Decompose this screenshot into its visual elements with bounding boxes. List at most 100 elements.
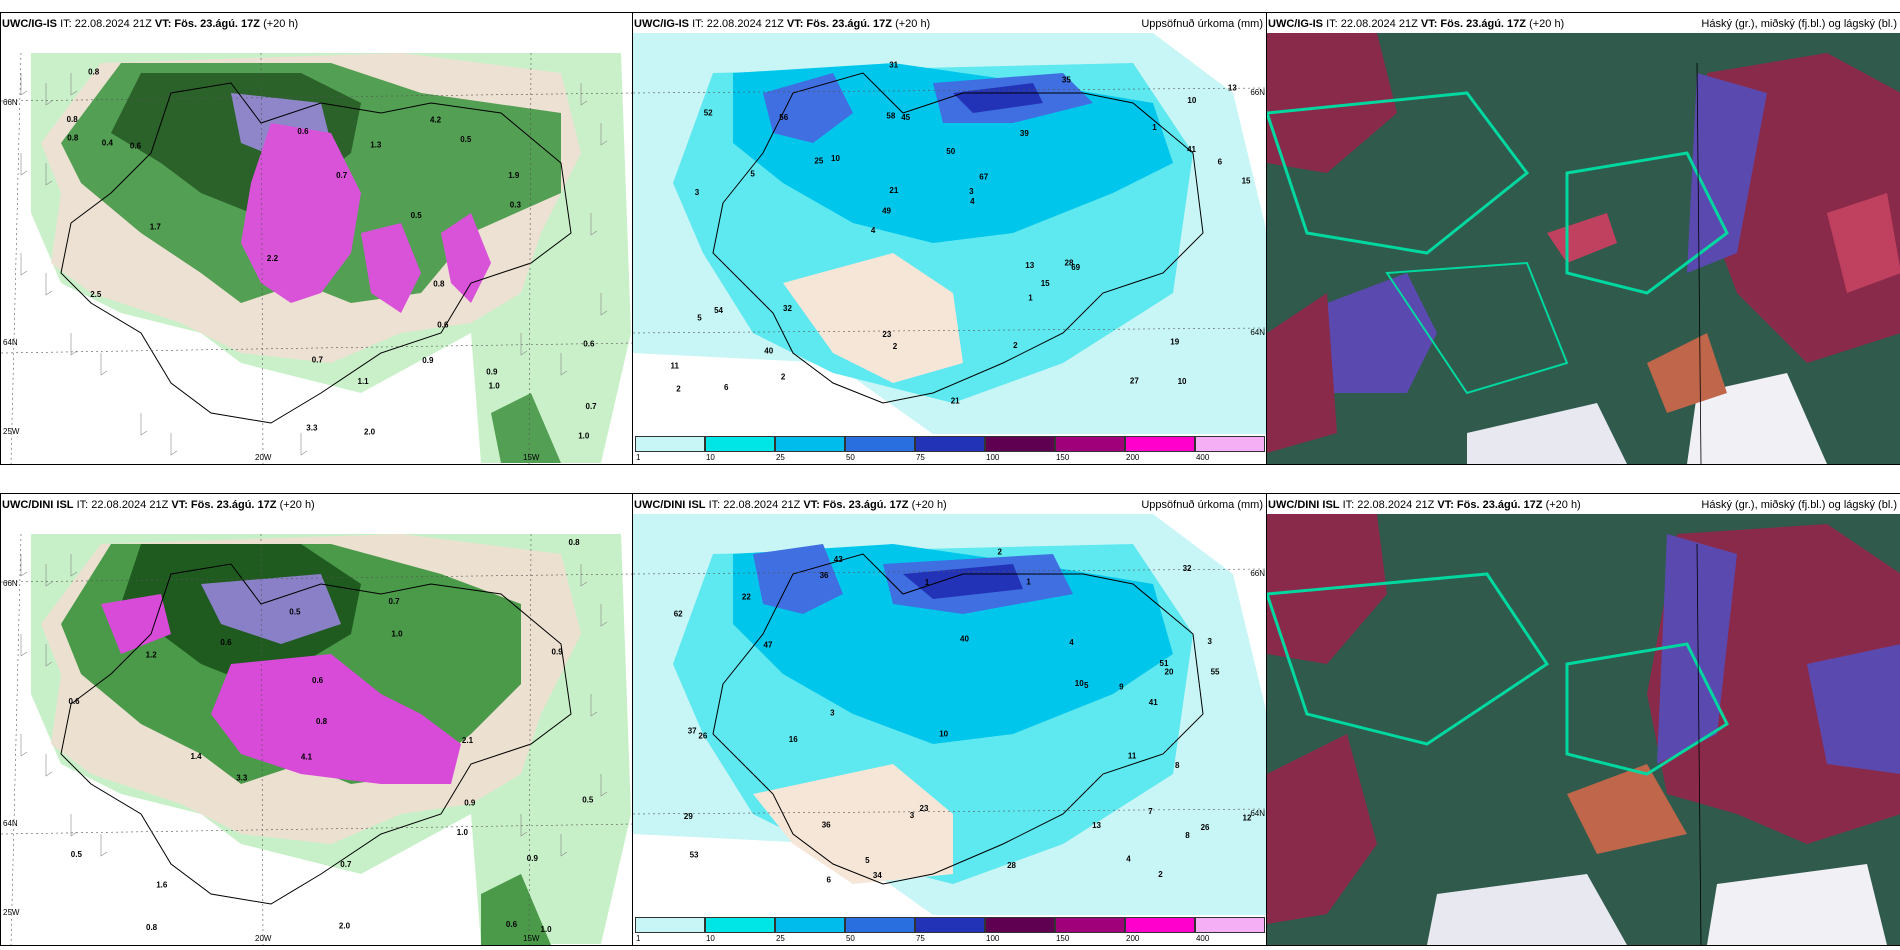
value-label: 9 xyxy=(1119,683,1124,692)
colorbar-tick: 150 xyxy=(1055,934,1070,943)
colorbar-swatch xyxy=(774,436,845,452)
value-label: 4.1 xyxy=(301,753,313,762)
value-label: 5 xyxy=(865,856,870,865)
value-label: 13 xyxy=(1092,821,1101,830)
value-label: 0.8 xyxy=(67,115,79,124)
value-label: 69 xyxy=(1071,263,1080,272)
value-label: 3 xyxy=(1208,637,1213,646)
value-label: 1.3 xyxy=(370,141,382,150)
value-label: 0.9 xyxy=(422,356,434,365)
colorbar-swatch xyxy=(1055,436,1125,452)
value-label: 35 xyxy=(1062,76,1071,85)
lat-label: 66N xyxy=(1250,569,1265,578)
value-label: 0.7 xyxy=(340,860,352,869)
value-label: 10 xyxy=(1178,377,1187,386)
value-label: 54 xyxy=(714,306,723,315)
value-label: 1 xyxy=(1028,293,1033,302)
value-label: 55 xyxy=(1211,667,1220,676)
value-label: 0.5 xyxy=(71,850,83,859)
colorbar-swatch xyxy=(1125,436,1195,452)
lon-label: 20W xyxy=(255,934,272,943)
colorbar-swatch xyxy=(1194,436,1265,452)
value-label: 2.2 xyxy=(267,254,279,263)
value-label: 10 xyxy=(1187,96,1196,105)
value-label: 3 xyxy=(910,811,915,820)
value-label: 51 xyxy=(1160,659,1169,668)
lon-label: 20W xyxy=(255,453,272,462)
panel-dini-clouds: UWC/DINI ISL IT: 22.08.2024 21Z VT: Fös.… xyxy=(1266,493,1900,946)
colorbar-tick: 50 xyxy=(845,453,855,462)
panel-field-label: Háský (gr.), miðský (fj.bl.) og lágský (… xyxy=(1701,18,1897,30)
colorbar-swatch xyxy=(704,436,775,452)
panel-title: UWC/DINI ISL IT: 22.08.2024 21Z VT: Fös.… xyxy=(634,496,1263,514)
value-label: 1.0 xyxy=(489,382,501,391)
value-label: 2 xyxy=(676,385,681,394)
value-label: 1 xyxy=(925,578,930,587)
wind-barbs xyxy=(20,73,608,456)
value-label: 45 xyxy=(901,113,910,122)
value-label: 5 xyxy=(1084,681,1089,690)
value-label: 32 xyxy=(783,304,792,313)
value-label: 8 xyxy=(1185,831,1190,840)
value-label: 0.5 xyxy=(289,608,301,617)
colorbar-tick: 25 xyxy=(775,453,785,462)
value-label: 0.7 xyxy=(586,402,598,411)
value-label: 31 xyxy=(889,61,898,70)
value-label: 15 xyxy=(1041,279,1050,288)
precip-wind-map: 0.6 1.0 0.9 2.0 2.1 4.1 3.3 0.8 0.6 1.4 0.5 1.2 0.7 0… xyxy=(1,514,633,945)
colorbar-swatch xyxy=(635,917,705,933)
precip-labels-bottom: 0.6 1.0 0.9 2.0 2.1 4.1 3.3 0.8 0.6 1.4 0.5 1.2 0.7 0… xyxy=(69,538,594,934)
lon-label: 15W xyxy=(523,453,540,462)
value-label: 5 xyxy=(697,314,702,323)
value-label: 6 xyxy=(1218,158,1223,167)
value-label: 4 xyxy=(1069,638,1074,647)
value-label: 37 xyxy=(688,727,697,736)
value-label: 1.7 xyxy=(150,222,162,231)
value-label: 10 xyxy=(939,730,948,739)
value-label: 6 xyxy=(724,383,729,392)
colorbar-swatch xyxy=(845,917,915,933)
value-label: 49 xyxy=(882,207,891,216)
colorbar-tick: 100 xyxy=(986,934,1000,943)
value-label: 52 xyxy=(704,109,713,118)
colorbar-swatch xyxy=(1055,917,1125,933)
precip-colorbar: 1 10 25 50 75 100 150 200 400 xyxy=(635,917,1265,943)
value-label: 3 xyxy=(695,188,700,197)
value-label: 1.0 xyxy=(541,925,553,934)
value-label: 0.6 xyxy=(506,920,518,929)
colorbar-swatch xyxy=(985,436,1055,452)
value-label: 21 xyxy=(951,397,960,406)
value-label: 0.8 xyxy=(146,923,158,932)
value-label: 0.6 xyxy=(583,340,595,349)
value-label: 0.9 xyxy=(552,648,564,657)
value-label: 2.5 xyxy=(90,290,102,299)
wind-barbs xyxy=(20,554,608,857)
value-label: 1.6 xyxy=(156,881,168,890)
panel-field-label: Uppsöfnuð úrkoma (mm) xyxy=(1141,499,1263,511)
value-label: 4.2 xyxy=(430,116,442,125)
value-label: 36 xyxy=(822,821,831,830)
value-label: 1.9 xyxy=(508,171,520,180)
value-label: 13 xyxy=(1025,261,1034,270)
accum-values: 7326405343513632475562413429228362320372… xyxy=(674,548,1252,885)
colorbar-tick: 200 xyxy=(1126,453,1140,462)
value-label: 43 xyxy=(834,555,843,564)
value-label: 2 xyxy=(893,342,898,351)
accum-map: 10 3 10 4 39 6 58 50 54 10 11 40 45 67 69 52 31 15 13 41 49 2… xyxy=(633,33,1267,434)
colorbar-tick: 1 xyxy=(636,934,641,943)
value-label: 1.1 xyxy=(358,377,370,386)
precip-labels-top: 0.7 1.0 0.8 1.9 3.3 0.6 2.0 4.2 1.7 2.5 0.9 1.3 0.8 0… xyxy=(67,68,598,441)
value-label: 0.8 xyxy=(67,134,79,143)
colorbar-tick: 75 xyxy=(915,453,925,462)
value-label: 5 xyxy=(750,170,755,179)
colorbar-swatch xyxy=(914,436,985,452)
value-label: 0.7 xyxy=(312,356,324,365)
value-label: 3.3 xyxy=(236,774,248,783)
panel-title: UWC/IG-IS IT: 22.08.2024 21Z VT: Fös. 23… xyxy=(2,18,299,30)
colorbar-tick: 10 xyxy=(705,934,715,943)
panel-title: UWC/IG-IS IT: 22.08.2024 21Z VT: Fös. 23… xyxy=(634,15,1263,33)
value-label: 2.0 xyxy=(339,922,351,931)
value-label: 20 xyxy=(1165,668,1174,677)
lon-label: 25W xyxy=(3,427,20,436)
value-label: 25 xyxy=(814,157,823,166)
